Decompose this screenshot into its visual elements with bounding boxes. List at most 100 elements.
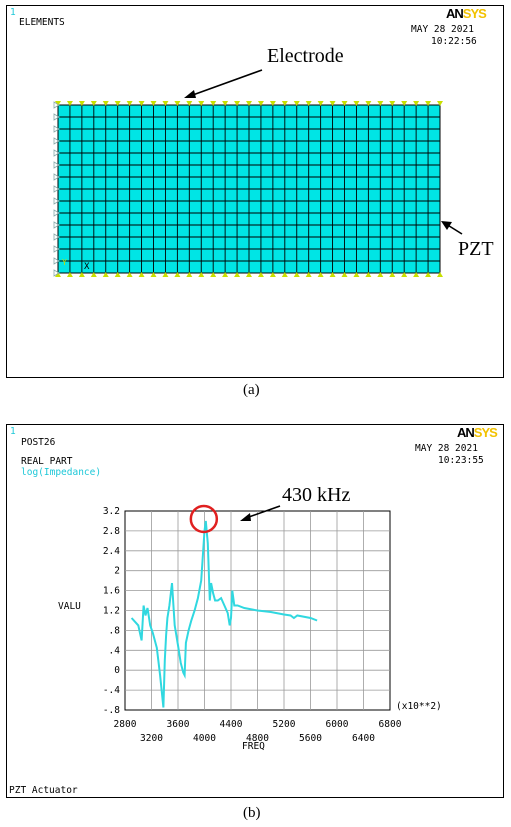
- top-node-marker: [365, 101, 372, 106]
- y-tick-label: 1.6: [103, 586, 120, 597]
- top-node-marker: [138, 101, 145, 106]
- panel-b-mode: POST26: [21, 437, 56, 448]
- x-tick-label-top: 3600: [167, 719, 190, 730]
- top-node-marker: [126, 101, 133, 106]
- top-node-marker: [257, 101, 264, 106]
- bottom-node-marker: [186, 272, 193, 277]
- caption-a: (a): [243, 382, 260, 398]
- bottom-node-marker: [365, 272, 372, 277]
- peak-arrow-head: [240, 513, 251, 521]
- bottom-node-marker: [102, 272, 109, 277]
- top-node-marker: [222, 101, 229, 106]
- bottom-node-marker: [389, 272, 396, 277]
- bottom-node-marker: [222, 272, 229, 277]
- left-node-marker: [53, 173, 60, 181]
- top-node-marker: [377, 101, 384, 106]
- bottom-node-marker: [305, 272, 312, 277]
- panel-a-index: 1: [10, 7, 16, 18]
- top-node-marker: [114, 101, 121, 106]
- bottom-node-marker: [138, 272, 145, 277]
- left-node-marker: [53, 161, 60, 169]
- ansys-logo-left: AN: [446, 6, 464, 21]
- left-node-marker: [53, 245, 60, 253]
- y-axis-label: VALU: [58, 601, 81, 612]
- bottom-node-marker: [246, 272, 252, 277]
- ansys-logo-right: SYS: [462, 6, 487, 21]
- bottom-node-marker: [317, 272, 324, 277]
- top-node-marker: [150, 101, 157, 106]
- panel-b-part: REAL PART: [21, 456, 73, 467]
- x-tick-label-bottom: 3200: [140, 733, 163, 744]
- ansys-logo-b-right: SYS: [473, 425, 498, 440]
- bottom-node-marker: [401, 272, 408, 277]
- bottom-node-marker: [150, 272, 157, 277]
- caption-b: (b): [243, 805, 261, 821]
- top-node-marker: [425, 101, 432, 106]
- bottom-node-marker: [90, 272, 97, 277]
- top-node-marker: [55, 101, 61, 106]
- peak-arrow-line: [245, 505, 281, 519]
- x-tick-label-top: 2800: [114, 719, 137, 730]
- bottom-node-marker: [377, 272, 384, 277]
- panel-a-date: MAY 28 2021: [411, 24, 474, 35]
- x-tick-label-bottom: 6400: [352, 733, 375, 744]
- left-node-marker: [53, 197, 60, 205]
- x-tick-label-top: 5200: [273, 719, 296, 730]
- y-tick-label: 0: [114, 665, 120, 676]
- x-tick-label-top: 4400: [220, 719, 243, 730]
- axis-x-label: X: [84, 262, 90, 272]
- bottom-node-marker: [162, 272, 169, 277]
- top-node-marker: [269, 101, 276, 106]
- electrode-label: Electrode: [267, 45, 344, 67]
- y-tick-label: .8: [109, 625, 121, 636]
- left-node-marker: [53, 101, 60, 109]
- bottom-node-marker: [329, 272, 336, 277]
- panel-b-date: MAY 28 2021: [415, 443, 478, 454]
- bottom-node-marker: [437, 272, 443, 277]
- bottom-node-marker: [234, 272, 241, 277]
- panel-b-footer: PZT Actuator: [9, 785, 78, 796]
- y-tick-label: 2.4: [103, 546, 120, 557]
- top-node-marker: [90, 101, 97, 106]
- left-node-marker: [53, 233, 60, 241]
- bottom-node-marker: [269, 272, 276, 277]
- bottom-node-marker: [210, 272, 217, 277]
- top-node-marker: [305, 101, 312, 106]
- top-node-marker: [341, 101, 348, 106]
- bottom-node-marker: [353, 272, 360, 277]
- panel-b-time: 10:23:55: [438, 455, 484, 466]
- impedance-series-line: [130, 520, 318, 708]
- bottom-node-marker: [66, 272, 73, 277]
- panel-a-time: 10:22:56: [431, 36, 477, 47]
- top-node-marker: [401, 101, 408, 106]
- chart-ticks: 3.2 2.8 2.4 2 1.6 1.2 .8 .4 0 -.4 -.8 2800 3600 4400 5…: [103, 506, 402, 744]
- top-node-marker: [353, 101, 360, 106]
- bottom-node-marker: [55, 272, 61, 277]
- top-node-marker: [281, 101, 288, 106]
- electrode-arrow-line: [189, 69, 263, 97]
- chart-grid: [124, 510, 391, 711]
- y-tick-label: 2.8: [103, 526, 120, 537]
- bottom-node-marker: [198, 272, 205, 277]
- top-node-marker: [329, 101, 336, 106]
- x-tick-label-bottom: 4800: [246, 733, 269, 744]
- bottom-node-marker: [257, 272, 264, 277]
- top-node-marker: [198, 101, 205, 106]
- bottom-node-marker: [78, 272, 85, 277]
- bottom-node-marker: [293, 272, 300, 277]
- top-node-marker: [210, 101, 217, 106]
- peak-highlight-circle: [189, 504, 219, 534]
- y-tick-label: 1.2: [103, 606, 120, 617]
- pzt-mesh: [57, 104, 441, 274]
- left-node-marker: [53, 149, 60, 157]
- bottom-node-marker: [114, 272, 121, 277]
- left-node-marker: [53, 257, 60, 265]
- top-node-marker: [234, 101, 241, 106]
- left-node-marker: [53, 137, 60, 145]
- y-tick-label: -.8: [103, 705, 120, 716]
- x-tick-label-top: 6800: [379, 719, 402, 730]
- pzt-arrow-head: [441, 221, 452, 230]
- top-node-marker: [413, 101, 420, 106]
